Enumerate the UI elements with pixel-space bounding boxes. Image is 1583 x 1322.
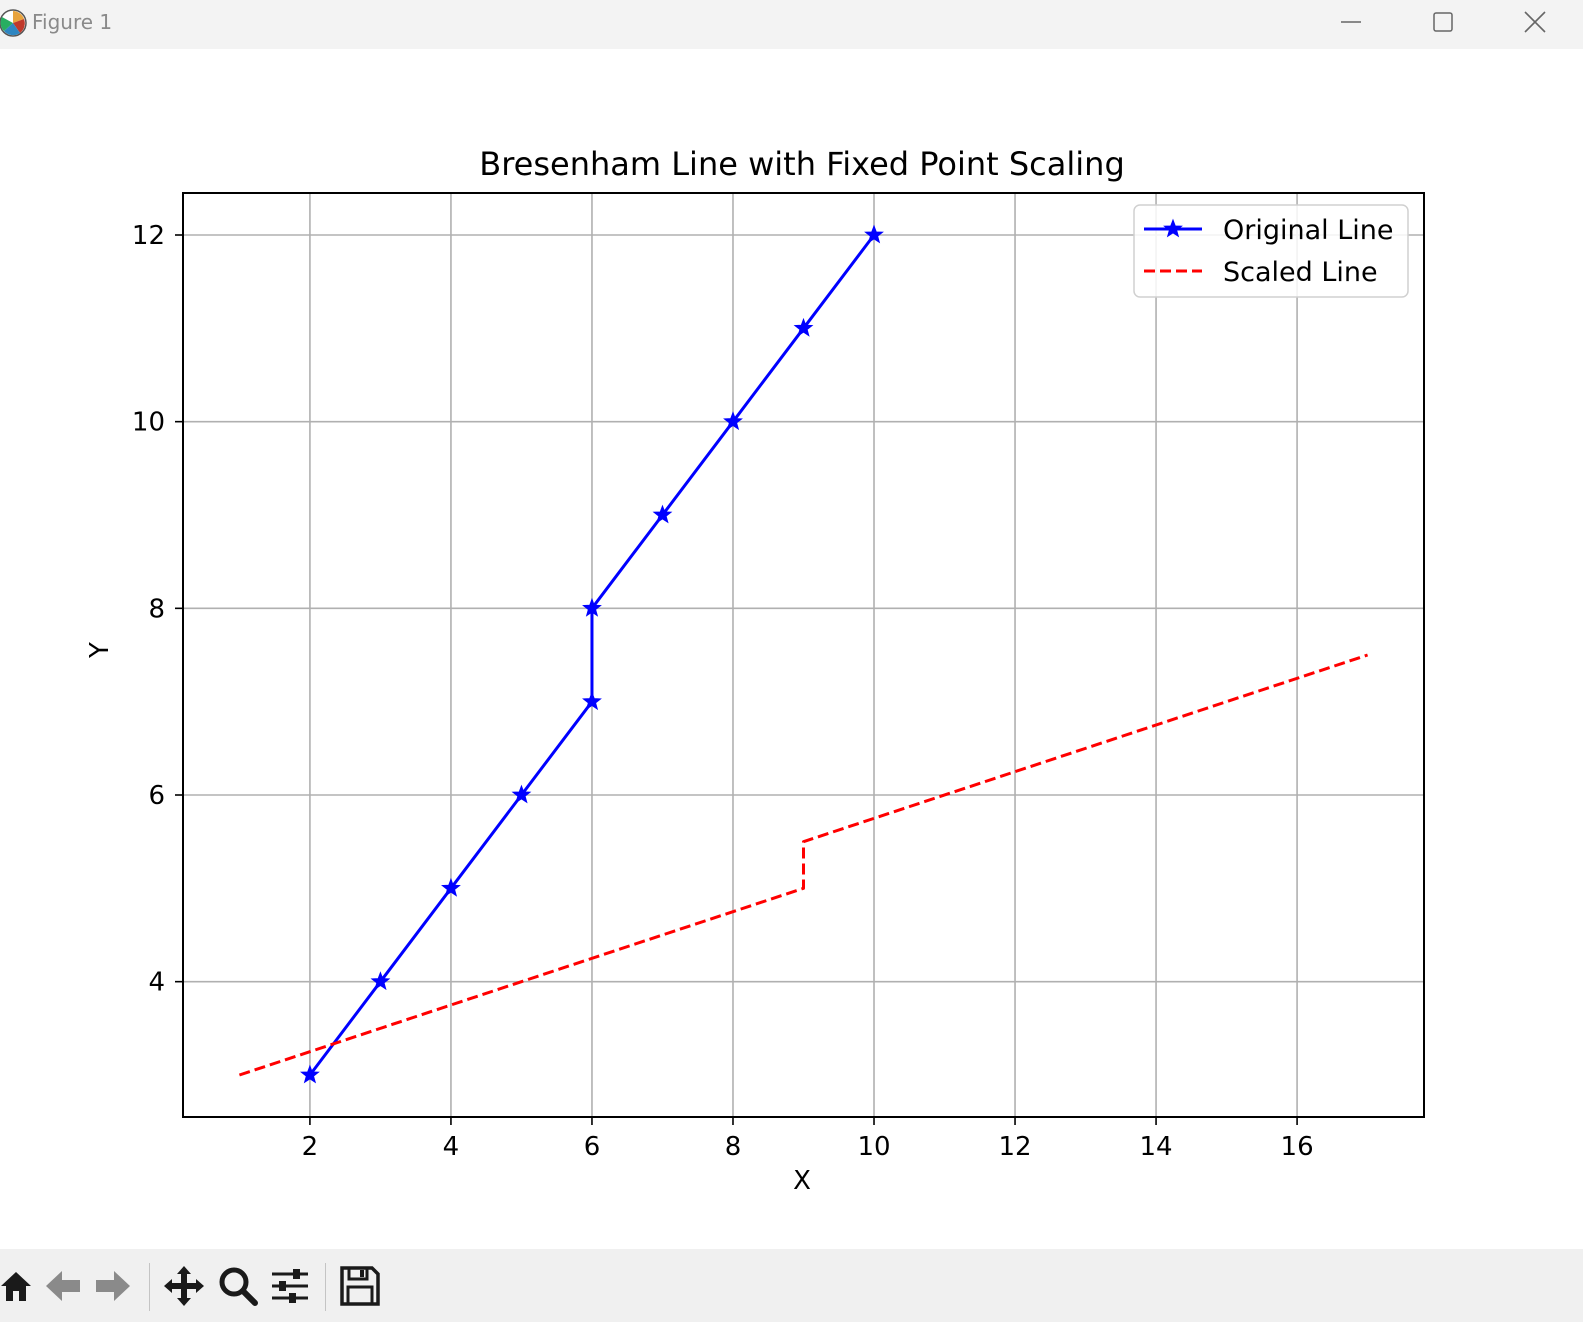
close-button[interactable] [1489, 0, 1581, 44]
maximize-button[interactable] [1397, 0, 1489, 44]
chart-title: Bresenham Line with Fixed Point Scaling [479, 145, 1125, 183]
toolbar-separator [149, 1263, 150, 1311]
back-button[interactable] [41, 1261, 85, 1311]
configure-subplots-button[interactable] [268, 1261, 312, 1311]
scaled-line-series [238, 653, 1369, 1077]
y-tick-label: 4 [148, 968, 165, 998]
legend-original-label: Original Line [1223, 215, 1394, 246]
original-line-point [582, 691, 602, 711]
window-title: Figure 1 [32, 10, 113, 34]
save-floppy-icon [340, 1266, 380, 1306]
x-tick-label: 6 [584, 1132, 601, 1162]
chart-svg: Bresenham Line with Fixed Point Scaling … [85, 145, 1425, 1196]
original-line-point [370, 971, 391, 991]
y-tick-label: 12 [132, 221, 165, 251]
original-line-point [582, 597, 602, 617]
zoom-magnifier-icon [219, 1267, 258, 1306]
original-line-point [793, 317, 814, 337]
y-tick-label: 8 [148, 594, 165, 624]
minimize-icon [1341, 21, 1361, 23]
grid-layer [183, 193, 1424, 1117]
minimize-button[interactable] [1305, 0, 1397, 44]
original-line-point [441, 877, 461, 897]
original-line-point [723, 411, 743, 431]
y-tick-label: 10 [132, 408, 165, 438]
legend-frame [1133, 204, 1409, 298]
pan-move-icon [164, 1266, 204, 1306]
pan-button[interactable] [162, 1261, 206, 1311]
forward-button[interactable] [91, 1261, 135, 1311]
configure-subplots-icon [272, 1269, 308, 1303]
zoom-button[interactable] [216, 1261, 260, 1311]
toolbar-separator [325, 1263, 326, 1311]
close-icon [1524, 11, 1546, 33]
legend-original-marker [1163, 218, 1183, 238]
x-tick-label: 16 [1281, 1132, 1314, 1162]
figure-canvas[interactable]: Bresenham Line with Fixed Point Scaling … [0, 49, 1583, 1249]
navigation-toolbar [0, 1249, 1583, 1322]
x-tick-label: 4 [443, 1132, 460, 1162]
maximize-icon [1433, 12, 1453, 32]
home-button[interactable] [0, 1261, 38, 1311]
legend: Original Line Scaled Line [1133, 204, 1409, 298]
original-line-series [308, 234, 876, 1076]
forward-arrow-icon [96, 1271, 130, 1301]
y-tick-label: 6 [148, 781, 165, 811]
x-tick-label: 2 [302, 1132, 319, 1162]
x-tick-label: 14 [1140, 1132, 1173, 1162]
x-tick-label: 8 [725, 1132, 742, 1162]
axes-frame [182, 192, 1425, 1118]
legend-scaled-label: Scaled Line [1223, 257, 1378, 288]
series-layer [238, 224, 1369, 1084]
save-button[interactable] [338, 1261, 382, 1311]
matplotlib-logo-icon [0, 9, 27, 37]
legend-star-marker [1163, 218, 1183, 238]
window-titlebar: Figure 1 [0, 0, 1583, 49]
original-line-point [300, 1064, 320, 1084]
axes-layer: 2 4 6 8 10 12 14 16 4 6 8 10 12 [132, 192, 1425, 1162]
x-tick-label: 12 [998, 1132, 1031, 1162]
home-icon [1, 1272, 31, 1301]
original-line-point [864, 224, 884, 244]
x-axis-label: X [793, 1166, 811, 1196]
x-tick-label: 10 [857, 1132, 890, 1162]
original-line-point [511, 784, 532, 804]
original-line-point [652, 504, 673, 524]
back-arrow-icon [46, 1271, 80, 1301]
y-axis-label: Y [85, 642, 115, 659]
